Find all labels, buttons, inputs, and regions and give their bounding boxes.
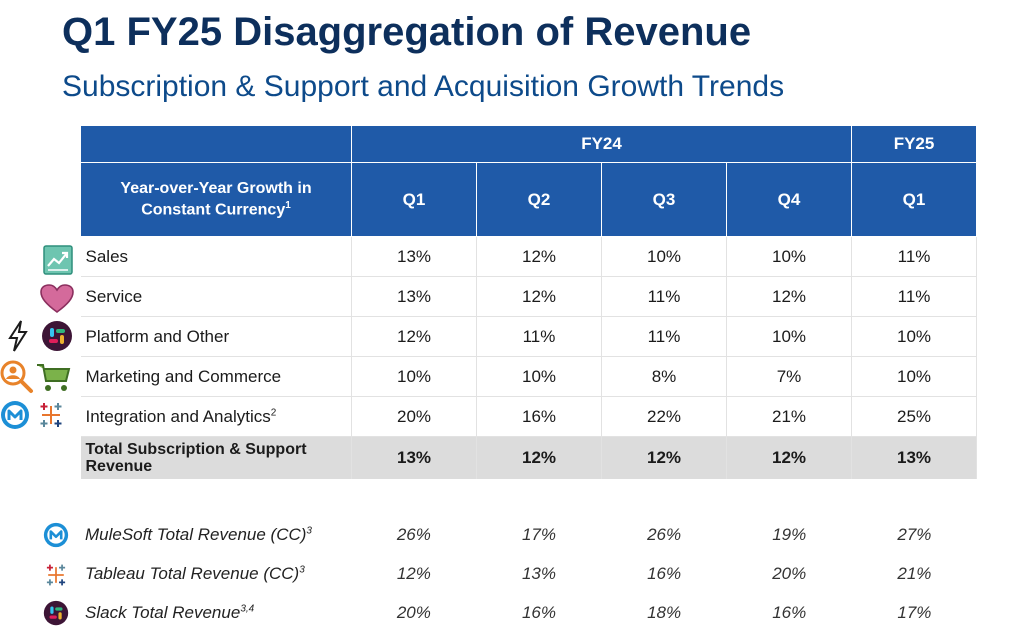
table-cell: 11% <box>476 316 602 357</box>
table-cell: 27% <box>897 524 932 544</box>
table-cell: 10% <box>851 356 978 397</box>
row-label: Service <box>80 276 352 317</box>
quarter-header: Q3 <box>601 162 727 237</box>
row-label: Tableau Total Revenue (CC)3 <box>85 563 305 583</box>
service-icon-group <box>40 284 74 314</box>
table-cell: 16% <box>647 563 682 583</box>
sales-icon-group <box>43 245 73 275</box>
magnifier-person-icon <box>0 360 33 393</box>
table-cell: 12% <box>476 236 602 277</box>
table-row: Integration and Analytics2 20% 16% 22% 2… <box>80 396 978 437</box>
slack-row-icon <box>43 600 69 626</box>
total-cell: 12% <box>601 436 727 479</box>
table-cell: 10% <box>726 316 853 357</box>
mulesoft-row-icon <box>43 522 69 548</box>
table-cell: 12% <box>351 316 477 357</box>
table-cell: 26% <box>396 524 431 544</box>
platform-icon-group <box>7 320 73 352</box>
mulesoft-icon <box>43 522 69 548</box>
table-cell: 18% <box>647 602 682 622</box>
table-cell: 16% <box>476 396 602 437</box>
quarter-header: Q1 <box>351 162 477 237</box>
table-cell: 21% <box>726 396 853 437</box>
table-cell: 8% <box>601 356 727 397</box>
quarter-header-row: Year-over-Year Growth in Constant Curren… <box>80 162 978 237</box>
slack-icon <box>42 321 72 351</box>
table-row: Sales 13% 12% 10% 10% 11% <box>80 236 978 277</box>
fiscal-year-header-row: FY24 FY25 <box>80 125 978 163</box>
sales-chart-icon <box>43 245 73 275</box>
table-cell: 26% <box>647 524 682 544</box>
table-cell: 11% <box>601 276 727 317</box>
row-label: MuleSoft Total Revenue (CC)3 <box>85 524 312 544</box>
row-label: Sales <box>80 236 352 277</box>
heart-icon <box>40 284 74 313</box>
cart-icon <box>37 364 71 391</box>
total-cell: 12% <box>726 436 853 479</box>
table-cell: 16% <box>772 602 807 622</box>
total-cell: 13% <box>351 436 477 479</box>
row-label: Platform and Other <box>80 316 352 357</box>
table-cell: 12% <box>476 276 602 317</box>
quarter-header: Q1 <box>851 162 978 237</box>
corner-cell <box>80 125 352 163</box>
table-cell: 20% <box>351 396 477 437</box>
fy24-header: FY24 <box>350 125 853 163</box>
mulesoft-icon <box>1 401 29 429</box>
table-row: Slack Total Revenue3,4 20% 16% 18% 16% 1… <box>80 593 977 632</box>
total-row: Total Subscription & Support Revenue 13%… <box>80 436 978 479</box>
row-label: Marketing and Commerce <box>80 356 352 397</box>
table-cell: 7% <box>726 356 853 397</box>
fy25-header: FY25 <box>851 125 978 163</box>
total-label: Total Subscription & Support Revenue <box>80 436 352 479</box>
row-label: Slack Total Revenue3,4 <box>85 602 255 622</box>
table-cell: 10% <box>476 356 602 397</box>
page-subtitle: Subscription & Support and Acquisition G… <box>62 70 785 103</box>
tableau-icon <box>40 403 62 427</box>
table-cell: 11% <box>851 236 978 277</box>
tableau-row-icon <box>43 562 69 588</box>
total-cell: 12% <box>476 436 602 479</box>
quarter-header: Q2 <box>476 162 602 237</box>
table-cell: 25% <box>851 396 978 437</box>
table-row: MuleSoft Total Revenue (CC)3 26% 17% 26%… <box>80 515 977 554</box>
table-cell: 13% <box>351 276 477 317</box>
total-cell: 13% <box>851 436 978 479</box>
integration-icon-group <box>0 400 66 430</box>
quarter-header: Q4 <box>725 162 853 237</box>
page-title: Q1 FY25 Disaggregation of Revenue <box>62 10 752 54</box>
table-cell: 22% <box>601 396 727 437</box>
table-cell: 20% <box>396 602 431 622</box>
table-cell: 11% <box>601 316 727 357</box>
table-cell: 13% <box>521 563 556 583</box>
marketing-icon-group <box>0 360 72 394</box>
metric-header: Year-over-Year Growth in Constant Curren… <box>80 162 352 237</box>
acquisition-revenue-table: MuleSoft Total Revenue (CC)3 26% 17% 26%… <box>80 515 977 632</box>
lightning-icon <box>8 320 28 352</box>
table-cell: 17% <box>521 524 556 544</box>
table-cell: 10% <box>726 236 853 277</box>
table-cell: 19% <box>772 524 807 544</box>
table-cell: 16% <box>521 602 556 622</box>
table-cell: 13% <box>351 236 477 277</box>
table-cell: 12% <box>726 276 853 317</box>
revenue-growth-table: FY24 FY25 Year-over-Year Growth in Const… <box>80 125 978 479</box>
table-cell: 20% <box>772 563 807 583</box>
table-cell: 17% <box>897 602 932 622</box>
table-cell: 21% <box>897 563 932 583</box>
row-label: Integration and Analytics2 <box>80 396 352 437</box>
table-cell: 11% <box>851 276 978 317</box>
table-row: Platform and Other 12% 11% 11% 10% 10% <box>80 316 978 357</box>
table-cell: 12% <box>396 563 431 583</box>
table-cell: 10% <box>351 356 477 397</box>
table-row: Service 13% 12% 11% 12% 11% <box>80 276 978 317</box>
table-cell: 10% <box>601 236 727 277</box>
table-row: Marketing and Commerce 10% 10% 8% 7% 10% <box>80 356 978 397</box>
tableau-icon <box>46 564 66 586</box>
slack-icon <box>43 600 69 626</box>
table-row: Tableau Total Revenue (CC)3 12% 13% 16% … <box>80 554 977 593</box>
table-cell: 10% <box>851 316 978 357</box>
